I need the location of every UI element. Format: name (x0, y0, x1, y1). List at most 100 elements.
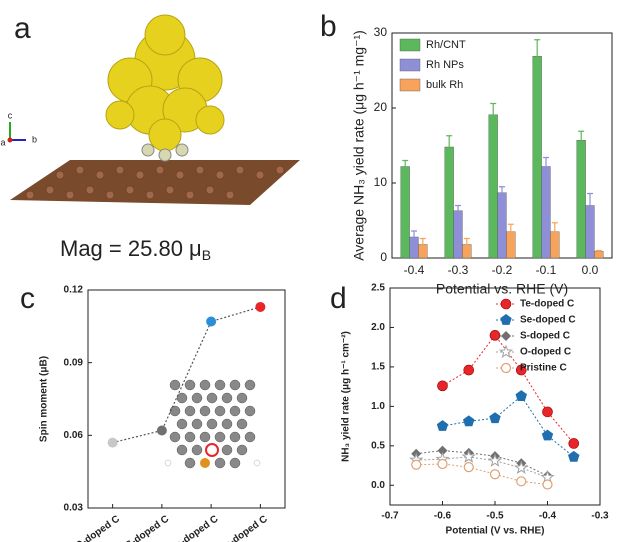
x-tick-label: Te-doped C (219, 514, 270, 542)
x-tick-label: -0.4 (539, 511, 557, 522)
marker (489, 412, 501, 424)
x-tick-label: -0.4 (404, 263, 425, 277)
marker (463, 415, 475, 427)
marker (516, 476, 527, 487)
marker (500, 362, 512, 374)
error-bar (507, 223, 514, 240)
caption-text: Mag = 25.80 μ (60, 236, 202, 261)
marker (436, 420, 449, 431)
marker (500, 314, 512, 325)
y-axis-label: NH₃ yield rate (μg h⁻¹ cm⁻²) (341, 331, 352, 462)
marker (541, 429, 554, 441)
x-tick-label: -0.3 (448, 263, 469, 277)
marker (514, 460, 529, 475)
bar (541, 166, 551, 259)
x-axis-label: Potential vs. RHE (V) (436, 281, 568, 297)
x-tick-label: S-doped C (124, 514, 171, 542)
axis-label: c (8, 110, 13, 120)
legend-label: Pristine C (520, 363, 567, 374)
marker (498, 344, 514, 359)
legend-label: O-doped C (520, 347, 571, 358)
legend-swatch (399, 78, 421, 92)
error-bar (499, 186, 505, 200)
legend-label: S-doped C (520, 331, 570, 342)
panel-label: b (320, 10, 337, 43)
bar (444, 146, 454, 259)
x-tick-label: O-doped C (74, 514, 122, 542)
x-tick-label: -0.6 (434, 511, 452, 522)
line (442, 395, 575, 458)
error-bar (419, 237, 426, 252)
bar (453, 210, 463, 259)
marker (568, 438, 580, 449)
y-tick-label: 2.0 (371, 322, 385, 333)
error-bar (543, 156, 549, 177)
caption-subscript: B (202, 247, 211, 263)
error-bar (578, 130, 585, 150)
panel-label: d (330, 282, 347, 315)
legend-label: Te-doped C (520, 299, 574, 310)
marker (501, 331, 511, 341)
legend-swatch (399, 58, 421, 72)
marker (255, 301, 266, 312)
x-tick-label: -0.3 (591, 511, 609, 522)
y-axis-label: Average NH₃ yield rate (μg h⁻¹ mg⁻¹) (351, 30, 367, 261)
y-tick-label: 0.12 (64, 285, 84, 296)
plot-frame (87, 289, 286, 509)
marker (107, 437, 118, 448)
y-tick-label: 0 (380, 250, 387, 264)
x-tick-label: -0.7 (381, 511, 399, 522)
y-tick-label: 1.5 (371, 362, 385, 373)
legend-label: Se-doped C (520, 315, 576, 326)
panel-label: a (14, 12, 31, 45)
legend-label: Rh/CNT (426, 39, 466, 51)
error-bar (490, 102, 497, 127)
x-tick-label: -0.5 (486, 511, 504, 522)
marker (515, 364, 527, 376)
marker (156, 425, 167, 436)
marker (489, 330, 501, 341)
x-tick-label: -0.2 (492, 263, 513, 277)
y-tick-label: 2.5 (371, 283, 385, 294)
error-bar (446, 135, 453, 159)
inset-lattice (164, 379, 261, 469)
marker (568, 450, 580, 462)
x-tick-label: -0.1 (536, 263, 557, 277)
error-bar (402, 159, 409, 174)
marker (437, 445, 448, 456)
marker (489, 469, 501, 480)
bar (576, 140, 586, 259)
error-bar (551, 222, 558, 242)
error-bar (534, 39, 541, 74)
error-bar (411, 230, 417, 244)
line (112, 306, 261, 444)
structure-illustration: c a b (0, 14, 300, 205)
line (416, 450, 548, 477)
x-axis-label: Potential (V vs. RHE) (446, 526, 545, 537)
marker (411, 459, 422, 470)
y-tick-label: 30 (374, 25, 388, 39)
y-tick-label: 10 (374, 175, 388, 189)
y-tick-label: 0.0 (371, 480, 385, 491)
caption: Mag = 25.80 μB (60, 236, 211, 263)
marker (463, 462, 474, 473)
marker (461, 449, 476, 463)
marker (437, 458, 448, 470)
legend-label: bulk Rh (426, 79, 463, 91)
bar (497, 192, 507, 259)
legend-swatch (399, 38, 421, 52)
legend-label: Rh NPs (426, 59, 464, 71)
bar (400, 166, 410, 259)
axis-label: b (32, 134, 37, 144)
error-bar (455, 204, 461, 217)
marker (463, 364, 475, 376)
marker (515, 390, 527, 401)
line (416, 463, 548, 485)
marker (206, 316, 217, 327)
marker (500, 298, 512, 310)
error-bar (587, 192, 593, 219)
marker (542, 406, 553, 418)
x-tick-label: 0.0 (582, 263, 599, 277)
marker (542, 479, 553, 490)
